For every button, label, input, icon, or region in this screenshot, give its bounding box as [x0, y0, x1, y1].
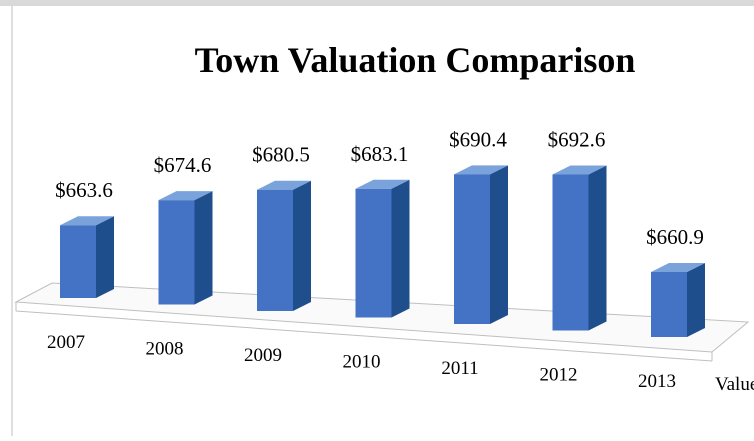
chart-title: Town Valuation Comparison — [195, 40, 636, 80]
data-label: $663.6 — [55, 178, 113, 202]
bar-top — [257, 180, 311, 190]
data-label: $660.9 — [646, 225, 704, 249]
bar-side — [687, 263, 705, 337]
bar — [651, 272, 687, 337]
bar-side — [588, 165, 607, 331]
bar-side — [391, 179, 410, 318]
bar-side — [194, 191, 213, 305]
bar-top — [552, 165, 607, 175]
bar-top — [454, 165, 508, 175]
bar — [60, 225, 96, 298]
x-tick-label: 2008 — [146, 339, 184, 360]
data-label: $692.6 — [548, 128, 606, 152]
bar-side — [490, 165, 508, 324]
data-label: $674.6 — [154, 153, 212, 177]
x-tick-label: 2013 — [638, 371, 676, 392]
x-tick-label: 2012 — [540, 365, 578, 386]
data-label: $683.1 — [351, 142, 409, 166]
bar-side — [293, 180, 311, 311]
bar — [552, 174, 589, 331]
x-tick-label: 2010 — [343, 352, 381, 373]
bar — [257, 189, 293, 311]
bar-top — [60, 216, 114, 226]
bar-top — [355, 179, 410, 189]
bar — [158, 200, 195, 305]
bar-top — [158, 191, 213, 201]
bar-top — [651, 263, 705, 272]
x-axis-label: Value — [715, 374, 754, 395]
x-tick-label: 2011 — [441, 358, 478, 379]
data-label: $690.4 — [449, 127, 507, 151]
bar — [355, 188, 392, 318]
top-strip — [0, 0, 754, 6]
data-label: $680.5 — [252, 143, 310, 167]
x-tick-label: 2009 — [244, 345, 282, 366]
bar-side — [96, 216, 114, 298]
x-tick-label: 2007 — [47, 332, 85, 353]
floor-edge — [15, 310, 713, 362]
bar — [454, 174, 490, 324]
